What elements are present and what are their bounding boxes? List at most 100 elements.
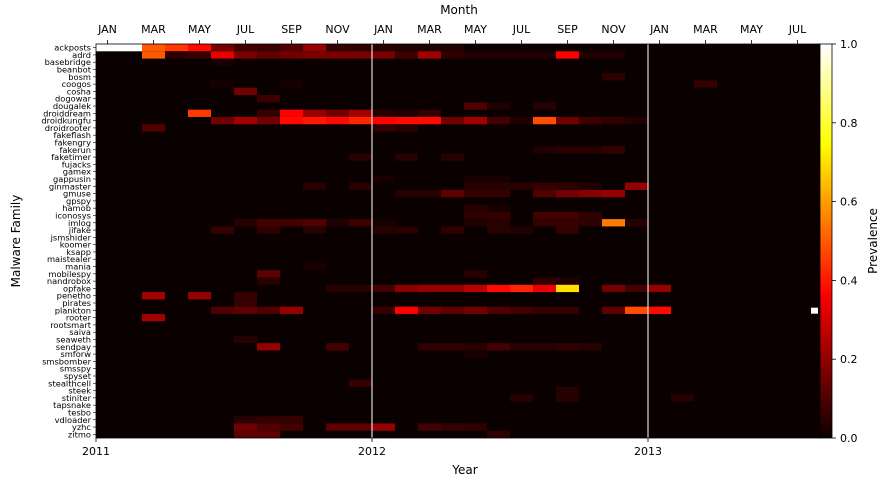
y-tick-label: basebridge [45,57,91,67]
heatmap-cell [234,416,257,424]
heatmap-cell [372,109,395,117]
heatmap-cell [487,204,510,212]
heatmap-cell [326,423,349,431]
heatmap-cell [211,226,234,234]
y-tick-label: pirates [62,298,91,308]
heatmap-cell [280,416,303,424]
heatmap-cell [510,284,533,293]
heatmap-cell [280,109,303,117]
heatmap-cell [510,306,533,314]
colorbar-tick-label: 0.4 [840,274,858,287]
heatmap-cell [556,277,579,285]
heatmap-cell [349,109,372,117]
y-tick-label: yzhc [72,422,92,432]
heatmap-cell [257,270,280,278]
heatmap-cell [533,146,556,154]
heatmap-cell [418,109,441,117]
heatmap-cell [303,109,326,117]
y-tick-label: fujacks [62,159,91,169]
heatmap-cell [464,350,487,358]
heatmap-cell [395,116,418,125]
heatmap-cell [234,306,257,314]
y-tick-label: smforw [60,349,91,359]
y-tick-label: mobilespy [48,269,91,279]
heatmap-cell [395,189,418,198]
heatmap-cell [464,182,487,190]
heatmap-cell [487,211,510,220]
y-tick-label: bosm [68,72,91,82]
heatmap-cell [441,153,464,161]
heatmap-cell [441,51,464,59]
heatmap-cell [234,219,257,227]
heatmap-cell [487,182,510,190]
heatmap-cell [211,58,234,66]
top-tick-label: SEP [281,23,302,36]
heatmap-cell [556,51,579,59]
heatmap-cell [142,44,165,52]
heatmap-cell [625,284,648,293]
y-tick-label: steek [68,386,91,396]
heatmap-cell [234,51,257,59]
y-tick-label: tesbo [68,407,91,417]
heatmap-cell [326,109,349,117]
heatmap-cell [257,277,280,285]
heatmap-cell [602,219,625,227]
heatmap-cell [533,182,556,190]
top-tick-label: MAY [464,23,487,36]
y-tick-label: smsspy [60,364,91,374]
heatmap-cell [533,306,556,314]
heatmap-cell [349,51,372,59]
heatmap-cell [349,44,372,52]
top-tick-label: NOV [325,23,350,36]
heatmap-cell [234,87,257,96]
heatmap-cell [142,292,165,300]
heatmap-cell [533,116,556,125]
heatmap-cell [556,394,579,402]
top-tick-label: JUL [236,23,255,36]
heatmap-cell [556,146,579,154]
heatmap-cell [372,226,395,234]
heatmap-cell [165,51,188,59]
heatmap-cell [188,292,211,300]
top-tick-label: MAR [141,23,166,36]
y-tick-label: fakeflash [53,130,91,140]
heatmap-cell [211,44,234,52]
top-tick-label: MAY [188,23,211,36]
heatmap-cell [372,306,395,314]
y-tick-label: cosha [67,86,91,96]
heatmap-cell [556,211,579,220]
heatmap-cell [694,80,717,88]
heatmap-cell [464,204,487,212]
heatmap-cell [487,175,510,183]
y-tick-label: plankton [55,305,91,315]
heatmap-cell [579,219,602,227]
y-tick-label: gappusin [53,174,91,184]
heatmap-cell [349,116,372,125]
heatmap-cell [119,44,142,52]
heatmap-cell [556,226,579,234]
heatmap-cell [464,423,487,431]
heatmap-cell [487,189,510,198]
y-tick-label: fakerun [59,145,91,155]
heatmap-cell [464,189,487,198]
heatmap-cell [510,51,533,59]
y-tick-label: iconosys [55,210,91,220]
heatmap-cell [648,284,671,293]
heatmap-cell [326,219,349,227]
heatmap-cell [257,51,280,59]
heatmap-cell [418,116,441,125]
heatmap-cell [579,51,602,59]
heatmap-cell [303,51,326,59]
colorbar [819,43,833,439]
y-tick-label: hamob [62,203,91,213]
colorbar-tick-label: 0.2 [840,353,858,366]
heatmap-cell [602,73,625,81]
heatmap-cell [372,284,395,293]
y-tick-label: adrd [72,50,91,60]
y-tick-label: mania [65,262,91,272]
heatmap-cell [579,116,602,125]
heatmap-cell [533,219,556,227]
heatmap-cell [257,430,280,438]
y-tick-label: gamex [63,167,91,177]
